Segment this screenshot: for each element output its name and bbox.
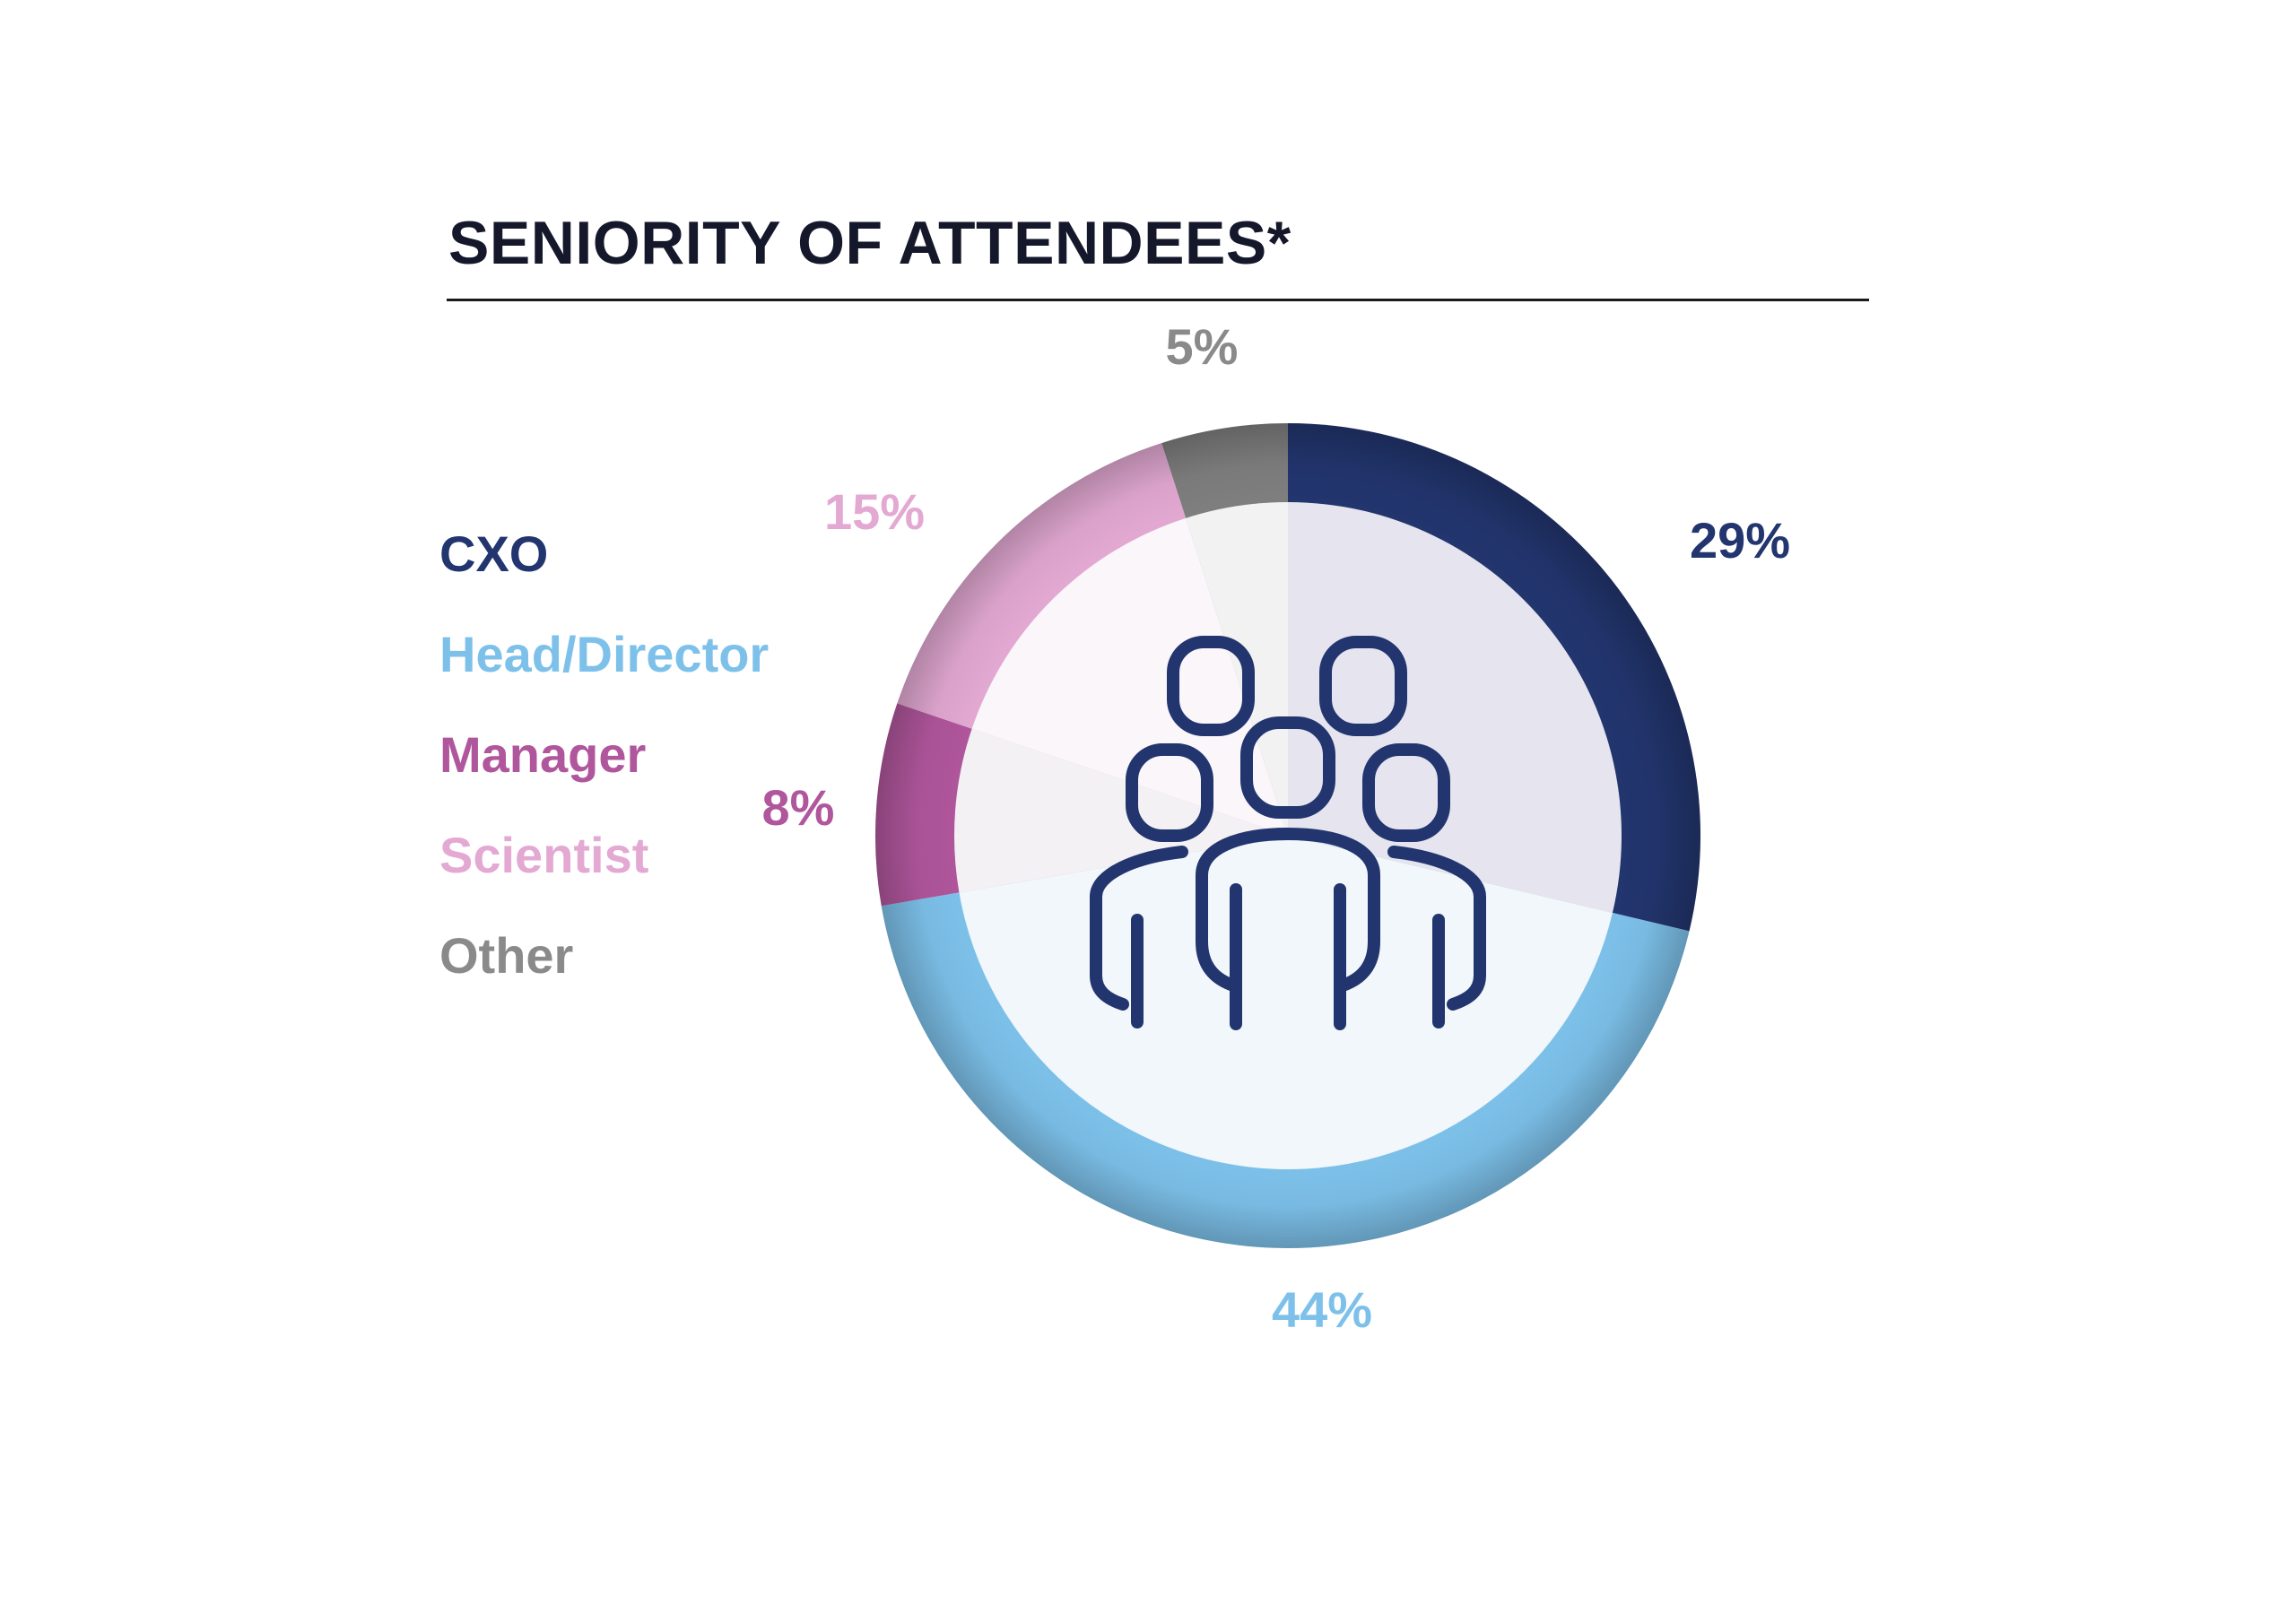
- legend-item-cxo: CXO: [439, 525, 549, 582]
- data-label-head-director: 44%: [1272, 1281, 1372, 1338]
- legend: CXO Head/Director Manager Scientist Othe…: [439, 518, 769, 1020]
- group-people-icon: [1090, 636, 1486, 1030]
- legend-item-manager: Manager: [439, 726, 647, 783]
- data-label-other: 5%: [1166, 318, 1239, 375]
- legend-item-other: Other: [439, 927, 574, 984]
- legend-item-head-director: Head/Director: [439, 626, 770, 682]
- data-label-manager: 8%: [762, 779, 835, 836]
- legend-item-scientist: Scientist: [439, 827, 649, 883]
- data-label-scientist: 15%: [824, 483, 925, 540]
- title-divider: [447, 299, 1869, 301]
- data-label-cxo: 29%: [1690, 512, 1790, 568]
- chart-title: SENIORITY OF ATTENDEES*: [448, 209, 1292, 277]
